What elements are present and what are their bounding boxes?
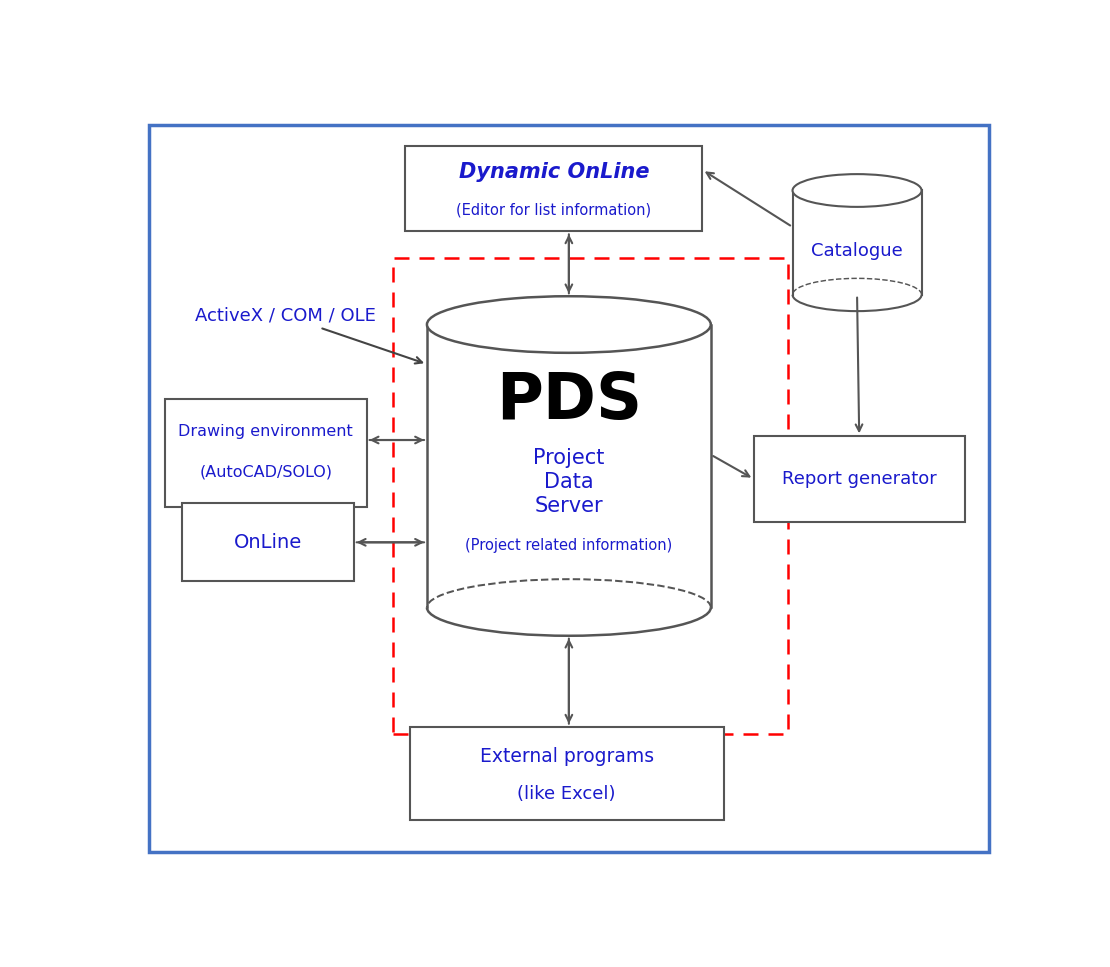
Ellipse shape	[427, 579, 710, 635]
Text: ActiveX / COM / OLE: ActiveX / COM / OLE	[194, 307, 422, 364]
Text: (Editor for list information): (Editor for list information)	[456, 202, 652, 218]
Text: Drawing environment: Drawing environment	[179, 424, 353, 439]
Ellipse shape	[427, 296, 710, 353]
Text: (AutoCAD/SOLO): (AutoCAD/SOLO)	[199, 465, 332, 480]
Bar	[754, 436, 965, 522]
Text: OnLine: OnLine	[234, 533, 302, 552]
Bar	[393, 257, 788, 734]
Text: Data: Data	[544, 472, 594, 491]
Text: (like Excel): (like Excel)	[517, 784, 616, 803]
Bar	[410, 726, 724, 820]
Bar	[164, 399, 366, 507]
Ellipse shape	[793, 174, 921, 207]
Text: (Project related information): (Project related information)	[465, 538, 673, 553]
Bar	[182, 503, 354, 581]
Text: Dynamic OnLine: Dynamic OnLine	[458, 161, 649, 182]
Text: Report generator: Report generator	[781, 470, 937, 488]
Text: Catalogue: Catalogue	[811, 242, 902, 260]
Bar	[405, 146, 703, 231]
Polygon shape	[793, 190, 921, 295]
Text: External programs: External programs	[480, 747, 654, 766]
Text: Server: Server	[535, 496, 603, 515]
Text: PDS: PDS	[496, 370, 642, 432]
Text: Project: Project	[533, 448, 605, 467]
Polygon shape	[427, 325, 710, 607]
Ellipse shape	[793, 278, 921, 311]
